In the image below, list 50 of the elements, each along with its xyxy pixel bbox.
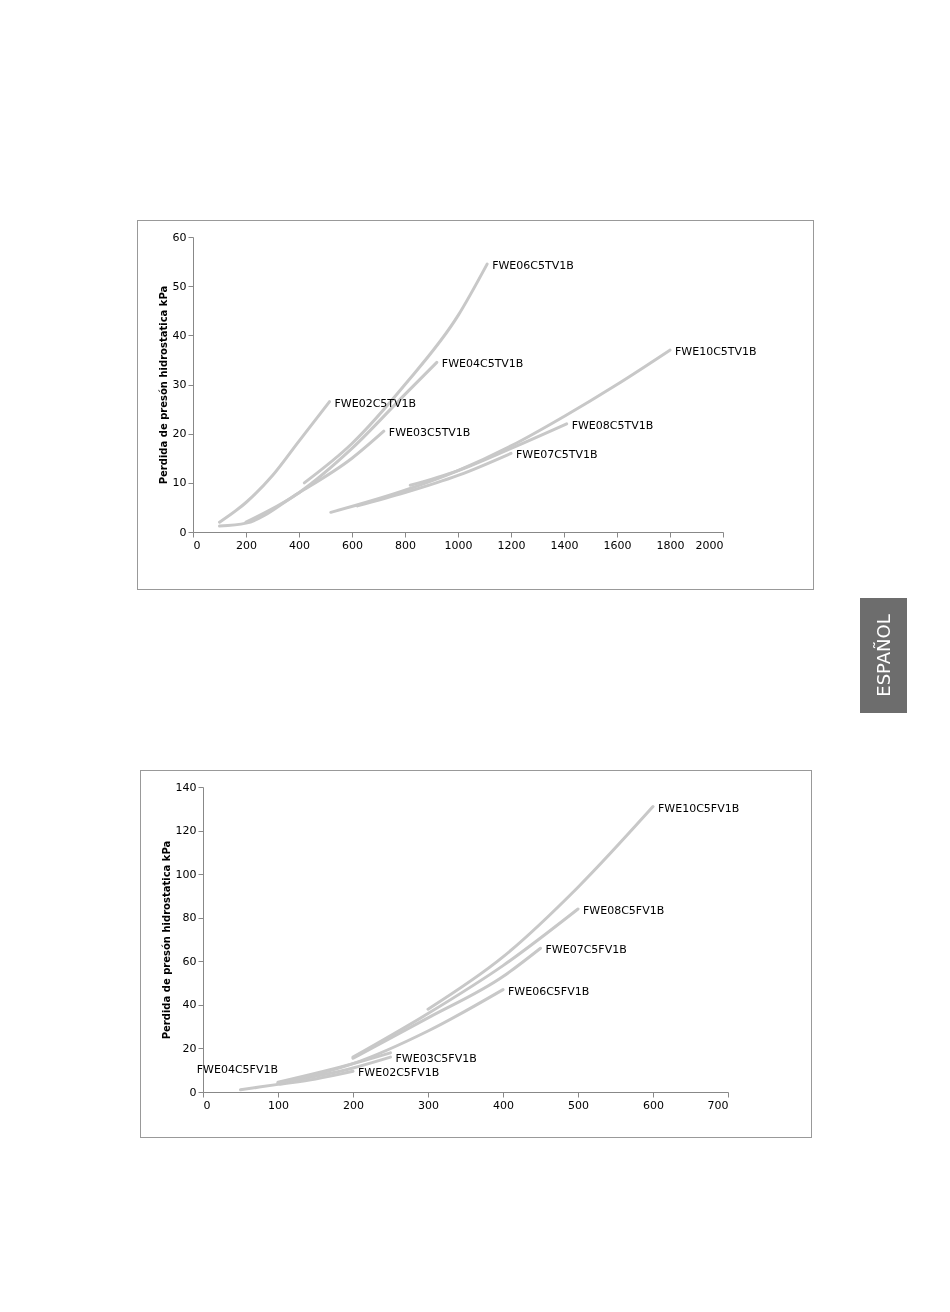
y-tick-label: 0 [189, 1085, 197, 1099]
y-tick-label: 60 [172, 230, 187, 244]
y-tick-label: 100 [175, 867, 197, 881]
y-tick-label: 30 [172, 378, 187, 391]
y-tick-label: 140 [175, 780, 197, 794]
x-tick-label: 300 [418, 1098, 439, 1112]
series-label: FWE10C5FV1B [658, 801, 740, 815]
series-label: FWE08C5TV1B [571, 418, 654, 432]
text: ESPAÑOL [873, 614, 895, 697]
series-label: FWE03C5TV1B [388, 426, 471, 440]
series-label: FWE06C5TV1B [492, 259, 574, 273]
y-tick-label: 40 [182, 998, 197, 1012]
y-tick-label: 20 [172, 427, 187, 441]
x-tick-label: 1400 [550, 538, 579, 552]
y-tick-label: 20 [182, 1041, 197, 1055]
series-label: FWE10C5TV1B [675, 345, 757, 359]
y-tick-label: 10 [172, 476, 187, 490]
x-tick-label: 1200 [497, 538, 526, 552]
x-tick-label: 600 [342, 538, 363, 552]
x-tick-label: 200 [236, 538, 257, 552]
x-tick-label: 500 [568, 1098, 589, 1112]
x-tick-label: 1800 [656, 538, 685, 552]
x-tick-label: 2000 [695, 538, 724, 552]
y-axis-title: Perdida de presón hidrostatica kPa [157, 285, 169, 485]
x-tick-label: 700 [707, 1098, 729, 1112]
x-tick-label: 400 [289, 538, 310, 552]
series-label: FWE04C5FV1B [196, 1063, 278, 1077]
y-tick-label: 60 [182, 954, 197, 968]
x-tick-label: 600 [643, 1098, 664, 1112]
x-tick-label: 1000 [444, 538, 473, 552]
x-tick-label: 0 [203, 1098, 211, 1112]
series-label: FWE07C5FV1B [545, 943, 627, 957]
series-label: FWE08C5FV1B [583, 904, 665, 917]
y-axis-title: Perdida de presón hidrostatica kPa [160, 840, 172, 1040]
x-tick-label: 400 [493, 1098, 514, 1112]
series-label: FWE02C5TV1B [334, 396, 417, 410]
y-tick-label: 50 [172, 279, 187, 293]
series-label: FWE02C5FV1B [358, 1066, 440, 1080]
series-label: FWE04C5TV1B [441, 357, 524, 371]
x-tick-label: 100 [268, 1098, 289, 1112]
series-label: FWE03C5FV1B [395, 1052, 477, 1066]
y-tick-label: 120 [175, 824, 197, 838]
y-tick-label: 80 [182, 911, 197, 925]
x-tick-label: 1600 [603, 538, 632, 552]
x-tick-label: 800 [395, 538, 416, 552]
series-label: FWE07C5TV1B [516, 448, 598, 462]
y-tick-label: 40 [172, 328, 187, 342]
x-tick-label: 200 [343, 1098, 364, 1112]
series-label: FWE06C5FV1B [508, 984, 590, 998]
y-tick-label: 0 [179, 525, 187, 539]
